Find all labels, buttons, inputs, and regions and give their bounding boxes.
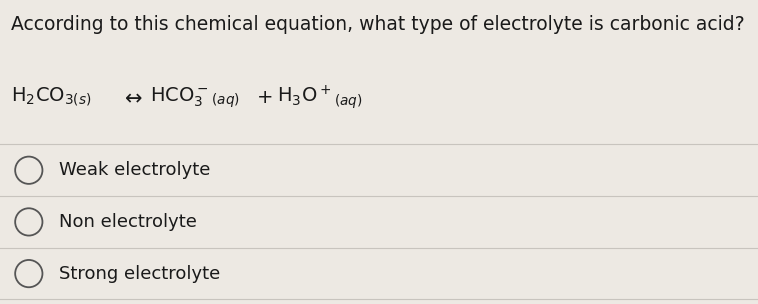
Text: H$_2$CO$_{3(s)}$: H$_2$CO$_{3(s)}$ xyxy=(11,86,92,109)
Text: $\leftrightarrow$: $\leftrightarrow$ xyxy=(120,87,143,107)
Text: $+$: $+$ xyxy=(256,88,273,107)
Text: Non electrolyte: Non electrolyte xyxy=(59,213,197,231)
Text: Weak electrolyte: Weak electrolyte xyxy=(59,161,211,179)
Text: Strong electrolyte: Strong electrolyte xyxy=(59,264,221,283)
Text: HCO$_3^-$$_{(aq)}$: HCO$_3^-$$_{(aq)}$ xyxy=(150,85,240,109)
Text: H$_3$O$^+$$_{(aq)}$: H$_3$O$^+$$_{(aq)}$ xyxy=(277,83,362,111)
Text: According to this chemical equation, what type of electrolyte is carbonic acid?: According to this chemical equation, wha… xyxy=(11,15,745,34)
